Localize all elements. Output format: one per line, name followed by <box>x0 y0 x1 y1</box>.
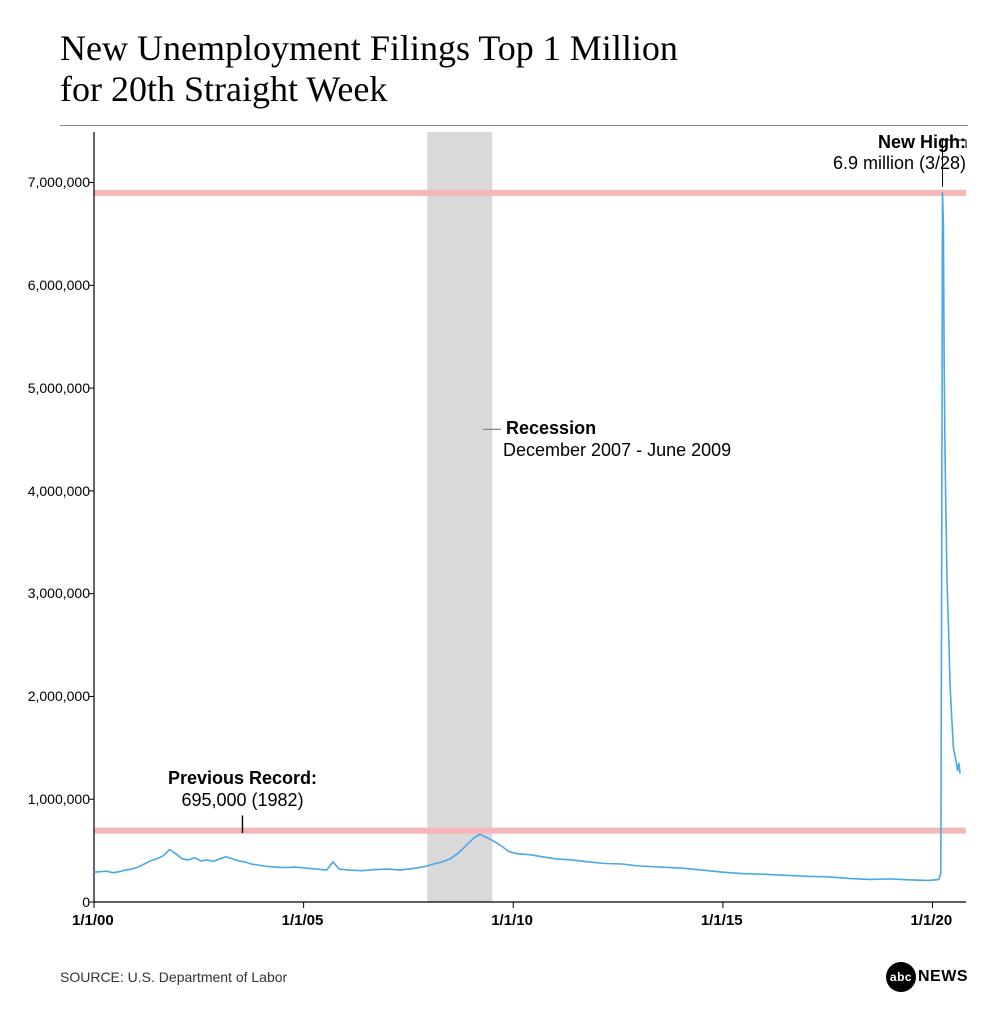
chart-area: New High: 6.9 million (3/28) — Recession… <box>18 132 974 952</box>
title-line2: for 20th Straight Week <box>60 69 387 109</box>
annotation-prev-record: Previous Record: 695,000 (1982) | <box>168 767 317 835</box>
source-text: SOURCE: U.S. Department of Labor <box>60 969 287 985</box>
annotation-recession: — Recession December 2007 - June 2009 <box>483 417 731 462</box>
x-tick-label: 1/1/10 <box>491 912 533 929</box>
title-rule <box>60 125 968 126</box>
new-high-rest: 6.9 million (3/28) <box>833 153 966 173</box>
prevrec-bold: Previous Record: <box>168 768 317 788</box>
new-high-bold: New High: <box>878 132 966 152</box>
y-tick-label: 4,000,000 <box>18 483 90 499</box>
recession-rest: December 2007 - June 2009 <box>503 439 731 462</box>
y-tick-label: 7,000,000 <box>18 174 90 190</box>
title-line1: New Unemployment Filings Top 1 Million <box>60 28 678 68</box>
logo-text: NEWS <box>918 968 968 986</box>
x-tick-label: 1/1/15 <box>701 912 743 929</box>
logo-circle: abc <box>886 962 916 992</box>
y-tick-label: 5,000,000 <box>18 380 90 396</box>
chart-title: New Unemployment Filings Top 1 Million f… <box>60 28 974 111</box>
prevrec-rest: 695,000 (1982) <box>181 790 303 810</box>
annotation-new-high: New High: 6.9 million (3/28) <box>833 132 966 175</box>
chart-svg <box>18 132 974 952</box>
recession-bold: Recession <box>506 418 596 438</box>
y-tick-label: 3,000,000 <box>18 585 90 601</box>
x-tick-label: 1/1/05 <box>282 912 324 929</box>
y-tick-label: 6,000,000 <box>18 277 90 293</box>
y-tick-label: 0 <box>18 894 90 910</box>
x-tick-label: 1/1/00 <box>72 912 114 929</box>
y-tick-label: 1,000,000 <box>18 791 90 807</box>
x-tick-label: 1/1/20 <box>910 912 952 929</box>
y-tick-label: 2,000,000 <box>18 688 90 704</box>
abc-news-logo: abc NEWS <box>886 962 968 992</box>
